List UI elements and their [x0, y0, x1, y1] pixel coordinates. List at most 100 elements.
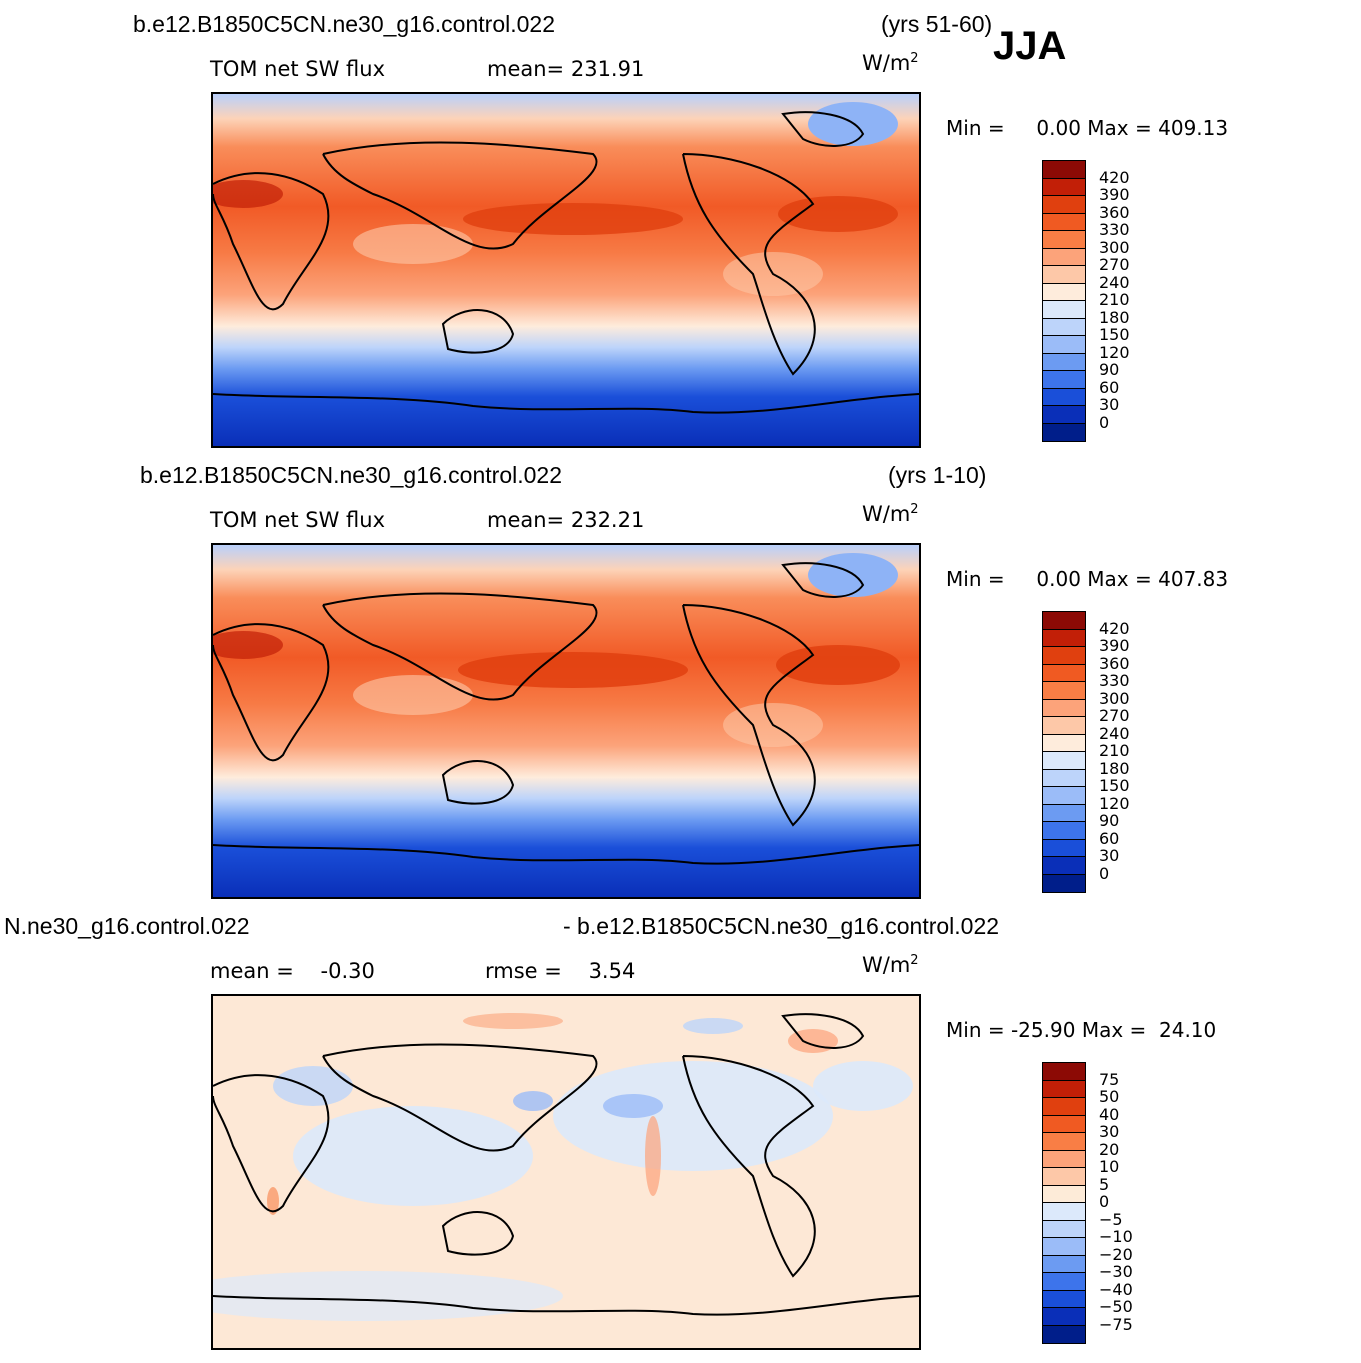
- panel3-mean: mean = -0.30: [210, 959, 375, 983]
- colorbar-swatch: [1043, 1185, 1085, 1203]
- colorbar-tick-label: 30: [1099, 1122, 1120, 1141]
- panel2-max-label: Max =: [1087, 567, 1152, 591]
- colorbar-swatch: [1043, 1168, 1085, 1186]
- panel3-min-value: -25.90: [1010, 1018, 1076, 1042]
- panel2-max-value: 407.83: [1158, 567, 1229, 591]
- panel2-variable: TOM net SW flux: [210, 508, 386, 532]
- colorbar-swatch: [1043, 178, 1085, 196]
- colorbar-swatch: [1043, 301, 1085, 319]
- colorbar-tick-label: 240: [1099, 272, 1130, 292]
- colorbar-tick-label: 420: [1099, 618, 1130, 638]
- colorbar-swatch: [1043, 213, 1085, 231]
- colorbar-tick-label: 90: [1099, 811, 1120, 830]
- colorbar-swatch: [1043, 1325, 1085, 1343]
- colorbar-swatch: [1043, 734, 1085, 752]
- colorbar-tick-label: 300: [1099, 688, 1130, 708]
- colorbar-swatch: [1043, 318, 1085, 336]
- colorbar-swatch: [1043, 787, 1085, 805]
- panel2-map: [211, 543, 921, 899]
- colorbar-tick-label: −10: [1099, 1227, 1133, 1246]
- panel2-map-svg: [213, 545, 919, 897]
- colorbar-tick-label: −30: [1099, 1262, 1133, 1281]
- colorbar-tick-label: 60: [1099, 828, 1120, 848]
- colorbar-swatch: [1043, 629, 1085, 647]
- colorbar-tick-label: 60: [1099, 377, 1120, 397]
- panel2-years: (yrs 1-10): [888, 462, 987, 488]
- colorbar-swatch: [1043, 406, 1085, 424]
- colorbar-tick-label: 360: [1099, 202, 1130, 222]
- colorbar-swatch: [1043, 336, 1085, 354]
- colorbar-swatch: [1043, 839, 1085, 857]
- colorbar-swatch: [1043, 752, 1085, 770]
- colorbar-tick-label: 0: [1099, 412, 1110, 432]
- panel2-minmax: Min = 0.00 Max = 407.83: [946, 567, 1228, 591]
- colorbar-tick-label: 75: [1099, 1069, 1120, 1089]
- colorbar-tick-label: 270: [1099, 706, 1130, 725]
- colorbar-swatch: [1043, 682, 1085, 700]
- colorbar-swatch: [1043, 196, 1085, 214]
- colorbar-tick-label: 240: [1099, 723, 1130, 743]
- colorbar-swatch: [1043, 1150, 1085, 1168]
- colorbar-swatch: [1043, 423, 1085, 441]
- panel2-min-label: Min =: [946, 567, 1005, 591]
- panel1-min-value: 0.00: [1036, 116, 1081, 140]
- panel1-years: (yrs 51-60): [881, 11, 993, 37]
- colorbar-tick-label: 180: [1099, 758, 1130, 778]
- colorbar-swatch: [1043, 283, 1085, 301]
- colorbar-swatch: [1043, 857, 1085, 875]
- colorbar-swatch: [1043, 1308, 1085, 1326]
- panel3-rmse: rmse = 3.54: [485, 959, 635, 983]
- colorbar-tick-label: 40: [1099, 1104, 1120, 1124]
- colorbar-tick-label: 210: [1099, 741, 1130, 760]
- colorbar-tick-label: 360: [1099, 653, 1130, 673]
- panel1-min-label: Min =: [946, 116, 1005, 140]
- panel1-minmax: Min = 0.00 Max = 409.13: [946, 116, 1228, 140]
- panel1-units: W/m2: [862, 51, 919, 75]
- panel1-map-svg: [213, 94, 919, 446]
- panel3-colorbar: [1042, 1062, 1086, 1344]
- panel1-variable: TOM net SW flux: [210, 57, 386, 81]
- panel1-max-value: 409.13: [1158, 116, 1229, 140]
- colorbar-swatch: [1043, 769, 1085, 787]
- colorbar-tick-label: 390: [1099, 636, 1130, 655]
- colorbar-tick-label: 0: [1099, 1192, 1110, 1211]
- colorbar-swatch: [1043, 266, 1085, 284]
- colorbar-tick-label: 330: [1099, 220, 1130, 239]
- colorbar-tick-label: 50: [1099, 1087, 1120, 1106]
- panel3-map-svg: [213, 996, 919, 1348]
- colorbar-tick-label: 0: [1099, 863, 1110, 883]
- colorbar-swatch: [1043, 353, 1085, 371]
- panel3-case-name-right: - b.e12.B1850C5CN.ne30_g16.control.022: [563, 913, 1000, 939]
- colorbar-swatch: [1043, 1063, 1085, 1081]
- panel3-minmax: Min = -25.90 Max = 24.10: [946, 1018, 1216, 1042]
- colorbar-tick-label: −50: [1099, 1297, 1133, 1316]
- colorbar-tick-label: 30: [1099, 395, 1120, 414]
- colorbar-swatch: [1043, 1255, 1085, 1273]
- panel1-colorbar: [1042, 160, 1086, 442]
- panel2-mean-value: 232.21: [570, 508, 645, 532]
- panel2-mean-label: mean=: [487, 508, 565, 532]
- colorbar-swatch: [1043, 699, 1085, 717]
- colorbar-tick-label: 120: [1099, 793, 1130, 813]
- colorbar-tick-label: −40: [1099, 1279, 1133, 1299]
- colorbar-swatch: [1043, 371, 1085, 389]
- colorbar-swatch: [1043, 1220, 1085, 1238]
- panel3-mean-label: mean =: [210, 959, 294, 983]
- panel1-mean-label: mean=: [487, 57, 565, 81]
- colorbar-swatch: [1043, 1080, 1085, 1098]
- colorbar-tick-label: 150: [1099, 325, 1130, 344]
- panel3-case-name-left: N.ne30_g16.control.022: [4, 913, 250, 939]
- panel3-max-value: 24.10: [1159, 1018, 1217, 1042]
- panel1-mean-value: 231.91: [570, 57, 645, 81]
- colorbar-tick-label: 20: [1099, 1139, 1120, 1159]
- colorbar-tick-label: 390: [1099, 185, 1130, 204]
- panel1-max-label: Max =: [1087, 116, 1152, 140]
- panel1-case-name: b.e12.B1850C5CN.ne30_g16.control.022: [133, 11, 555, 37]
- panel2-colorbar: [1042, 611, 1086, 893]
- panel3-rmse-value: 3.54: [588, 959, 636, 983]
- colorbar-tick-label: 5: [1099, 1174, 1110, 1194]
- colorbar-tick-label: 180: [1099, 307, 1130, 327]
- colorbar-swatch: [1043, 1133, 1085, 1151]
- colorbar-swatch: [1043, 1115, 1085, 1133]
- colorbar-swatch: [1043, 1098, 1085, 1116]
